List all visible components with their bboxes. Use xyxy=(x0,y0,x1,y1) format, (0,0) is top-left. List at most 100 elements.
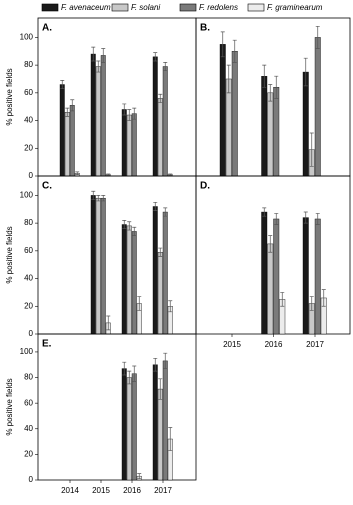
bar xyxy=(267,243,274,335)
bar xyxy=(152,364,158,481)
bar xyxy=(90,53,96,177)
x-tick-label: 2014 xyxy=(61,486,79,495)
x-tick-label: 2017 xyxy=(306,340,324,349)
y-tick-label: 20 xyxy=(24,301,33,310)
error-bar xyxy=(168,427,173,451)
bar xyxy=(59,84,65,177)
error-bar xyxy=(262,207,267,217)
legend-label: F. avenaceum xyxy=(61,3,111,12)
bar xyxy=(273,87,280,177)
error-bar xyxy=(122,220,127,230)
error-bar xyxy=(127,370,132,385)
legend-swatch xyxy=(111,3,129,12)
panel-label: D. xyxy=(200,181,210,192)
y-tick-label: 100 xyxy=(20,191,34,200)
error-bar xyxy=(127,221,132,231)
error-bar xyxy=(158,378,163,400)
legend-swatch xyxy=(247,3,265,12)
error-bar xyxy=(315,213,320,225)
error-bar xyxy=(70,99,75,112)
bar xyxy=(162,360,168,481)
bar xyxy=(100,55,106,177)
error-bar xyxy=(106,315,111,331)
error-bar xyxy=(132,107,137,120)
x-tick-label: 2015 xyxy=(223,340,241,349)
bar xyxy=(131,113,137,177)
bar xyxy=(64,112,70,177)
bar xyxy=(261,76,268,177)
bar xyxy=(314,37,321,177)
error-bar xyxy=(153,52,158,62)
panel-label: C. xyxy=(42,181,52,192)
bar xyxy=(302,217,309,335)
legend-swatch xyxy=(41,3,59,12)
error-bar xyxy=(315,25,320,49)
panel-label: B. xyxy=(200,23,210,34)
y-tick-label: 40 xyxy=(24,116,33,125)
panel-frame xyxy=(37,333,197,481)
error-bar xyxy=(163,352,168,369)
bar xyxy=(152,56,158,177)
panel-label: E. xyxy=(42,339,52,350)
error-bar xyxy=(127,109,132,121)
bar xyxy=(131,373,137,481)
y-tick-label: 0 xyxy=(29,475,34,484)
error-bar xyxy=(122,361,127,376)
error-bar xyxy=(158,247,163,257)
y-tick-label: 0 xyxy=(29,329,34,338)
y-tick-label: 20 xyxy=(24,143,33,152)
error-bar xyxy=(101,195,106,202)
bar xyxy=(126,377,132,481)
error-bar xyxy=(158,93,163,103)
legend-label: F. redolens xyxy=(199,3,238,12)
panel-label: A. xyxy=(42,23,52,34)
x-tick-label: 2016 xyxy=(123,486,141,495)
y-tick-label: 60 xyxy=(24,88,33,97)
error-bar xyxy=(101,48,106,63)
error-bar xyxy=(75,171,80,175)
error-bar xyxy=(60,80,65,90)
y-tick-label: 100 xyxy=(20,33,34,42)
error-bar xyxy=(232,39,237,63)
bar xyxy=(131,231,137,335)
error-bar xyxy=(96,60,101,73)
y-tick-label: 80 xyxy=(24,218,33,227)
y-axis-label: % positive fields xyxy=(5,378,14,435)
bar xyxy=(95,66,101,177)
bar xyxy=(157,388,163,481)
bar xyxy=(314,218,321,335)
y-tick-label: 80 xyxy=(24,60,33,69)
error-bar xyxy=(309,296,314,311)
bar xyxy=(225,78,232,177)
bar xyxy=(157,252,163,335)
error-bar xyxy=(132,226,137,236)
error-bar xyxy=(96,195,101,202)
bar xyxy=(302,71,309,177)
bar xyxy=(162,66,168,177)
y-tick-label: 0 xyxy=(29,171,34,180)
y-tick-label: 40 xyxy=(24,424,33,433)
bar xyxy=(157,98,163,177)
bar xyxy=(261,211,268,335)
y-axis-label: % positive fields xyxy=(5,226,14,283)
error-bar xyxy=(268,84,273,102)
error-bar xyxy=(274,213,279,225)
error-bar xyxy=(262,64,267,88)
error-bar xyxy=(137,473,142,480)
y-tick-label: 60 xyxy=(24,398,33,407)
bar xyxy=(231,51,238,177)
bar xyxy=(219,44,226,177)
legend-swatch xyxy=(179,3,197,12)
bar xyxy=(121,224,127,335)
error-bar xyxy=(163,207,168,217)
y-tick-label: 60 xyxy=(24,246,33,255)
x-tick-label: 2015 xyxy=(92,486,110,495)
error-bar xyxy=(274,75,279,99)
bar xyxy=(121,109,127,177)
legend-label: F. solani xyxy=(131,3,160,12)
error-bar xyxy=(309,132,314,167)
error-bar xyxy=(163,62,168,72)
bar xyxy=(69,105,75,177)
bar xyxy=(126,225,132,335)
